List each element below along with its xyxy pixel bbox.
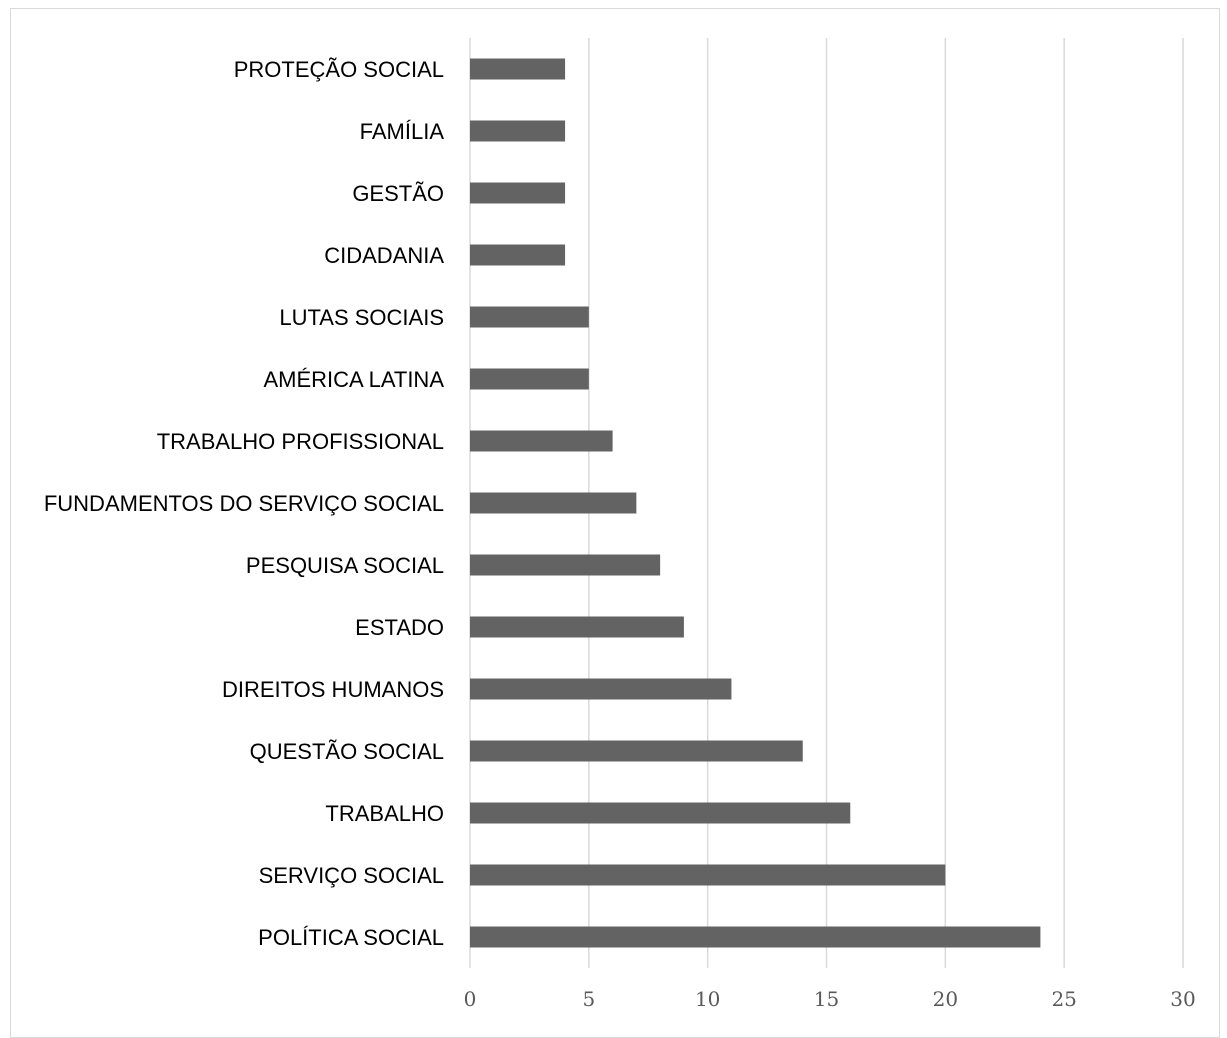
category-label: FAMÍLIA (360, 119, 445, 144)
x-tick-label: 25 (1051, 987, 1076, 1011)
bar (470, 368, 589, 390)
category-label: LUTAS SOCIAIS (279, 305, 444, 330)
category-label: FUNDAMENTOS DO SERVIÇO SOCIAL (44, 491, 444, 516)
bar (470, 926, 1041, 948)
category-label: QUESTÃO SOCIAL (250, 739, 444, 764)
bar (470, 802, 851, 824)
bar (470, 306, 589, 328)
category-labels: POLÍTICA SOCIAL SERVIÇO SOCIAL TRABALHO QUE… (44, 57, 444, 950)
bars (470, 58, 1041, 948)
bar (470, 554, 661, 576)
category-label: GESTÃO (352, 181, 444, 206)
category-label: AMÉRICA LATINA (263, 367, 444, 392)
x-tick-label: 10 (695, 987, 720, 1011)
x-tick-label: 15 (814, 987, 839, 1011)
category-label: TRABALHO PROFISSIONAL (157, 429, 444, 454)
category-label: PROTEÇÃO SOCIAL (234, 57, 444, 82)
bar (470, 492, 637, 514)
x-tick-labels: 0 5 10 15 20 25 30 (464, 987, 1196, 1011)
x-tick-label: 5 (582, 987, 595, 1011)
bar (470, 864, 946, 886)
x-tick-label: 0 (464, 987, 477, 1011)
bar (470, 244, 566, 266)
bar (470, 616, 684, 638)
category-label: PESQUISA SOCIAL (246, 553, 444, 578)
bar (470, 740, 803, 762)
category-label: CIDADANIA (324, 243, 444, 268)
bar (470, 182, 566, 204)
category-label: DIREITOS HUMANOS (222, 677, 444, 702)
x-tick-label: 30 (1170, 987, 1195, 1011)
bar (470, 120, 566, 142)
bar (470, 430, 613, 452)
category-label: ESTADO (355, 615, 444, 640)
x-tick-label: 20 (933, 987, 958, 1011)
category-label: TRABALHO (325, 801, 444, 826)
bar (470, 678, 732, 700)
category-label: SERVIÇO SOCIAL (259, 863, 444, 888)
category-label: POLÍTICA SOCIAL (258, 925, 444, 950)
bar (470, 58, 566, 80)
